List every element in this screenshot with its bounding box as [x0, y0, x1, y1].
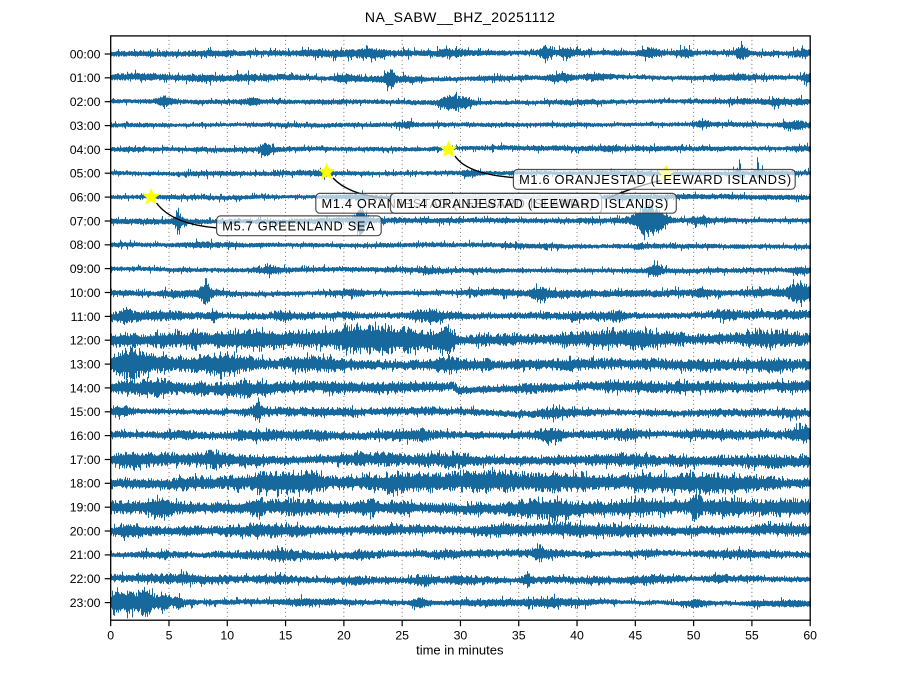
svg-text:11:00: 11:00: [71, 310, 101, 324]
svg-text:25: 25: [395, 629, 409, 643]
svg-text:0: 0: [107, 629, 114, 643]
svg-text:00:00: 00:00: [70, 47, 101, 61]
svg-text:30: 30: [454, 629, 468, 643]
svg-text:19:00: 19:00: [70, 501, 101, 515]
svg-text:NA_SABW__BHZ_20251112: NA_SABW__BHZ_20251112: [365, 9, 556, 25]
svg-text:21:00: 21:00: [70, 548, 101, 562]
svg-text:15:00: 15:00: [70, 405, 101, 419]
svg-text:10: 10: [220, 629, 234, 643]
svg-text:02:00: 02:00: [70, 95, 101, 109]
svg-text:time in minutes: time in minutes: [416, 642, 504, 657]
svg-text:05:00: 05:00: [70, 167, 101, 181]
svg-text:03:00: 03:00: [70, 119, 101, 133]
svg-text:20:00: 20:00: [70, 524, 101, 538]
svg-text:09:00: 09:00: [70, 262, 101, 276]
svg-text:08:00: 08:00: [70, 238, 101, 252]
svg-text:35: 35: [512, 629, 526, 643]
svg-text:5: 5: [166, 629, 173, 643]
svg-text:40: 40: [570, 629, 584, 643]
svg-text:04:00: 04:00: [70, 143, 101, 157]
svg-text:12:00: 12:00: [70, 334, 101, 348]
svg-text:14:00: 14:00: [70, 381, 101, 395]
svg-text:55: 55: [745, 629, 759, 643]
svg-text:10:00: 10:00: [70, 286, 101, 300]
svg-text:06:00: 06:00: [70, 191, 101, 205]
svg-text:M1.6 ORANJESTAD (LEEWARD ISLAN: M1.6 ORANJESTAD (LEEWARD ISLANDS): [519, 172, 792, 187]
svg-text:23:00: 23:00: [70, 596, 101, 610]
svg-text:07:00: 07:00: [70, 214, 101, 228]
svg-text:M1.4 ORANJESTAD (LEEWARD ISLAN: M1.4 ORANJESTAD (LEEWARD ISLANDS): [396, 196, 669, 211]
svg-text:13:00: 13:00: [70, 357, 101, 371]
svg-text:45: 45: [628, 629, 642, 643]
svg-text:18:00: 18:00: [70, 477, 101, 491]
svg-text:60: 60: [803, 629, 817, 643]
svg-text:20: 20: [337, 629, 351, 643]
svg-text:M5.7 GREENLAND SEA: M5.7 GREENLAND SEA: [222, 218, 375, 233]
svg-text:01:00: 01:00: [70, 71, 101, 85]
svg-text:16:00: 16:00: [70, 429, 101, 443]
svg-text:50: 50: [687, 629, 701, 643]
svg-text:15: 15: [279, 629, 293, 643]
svg-text:22:00: 22:00: [70, 572, 101, 586]
svg-text:17:00: 17:00: [70, 453, 101, 467]
